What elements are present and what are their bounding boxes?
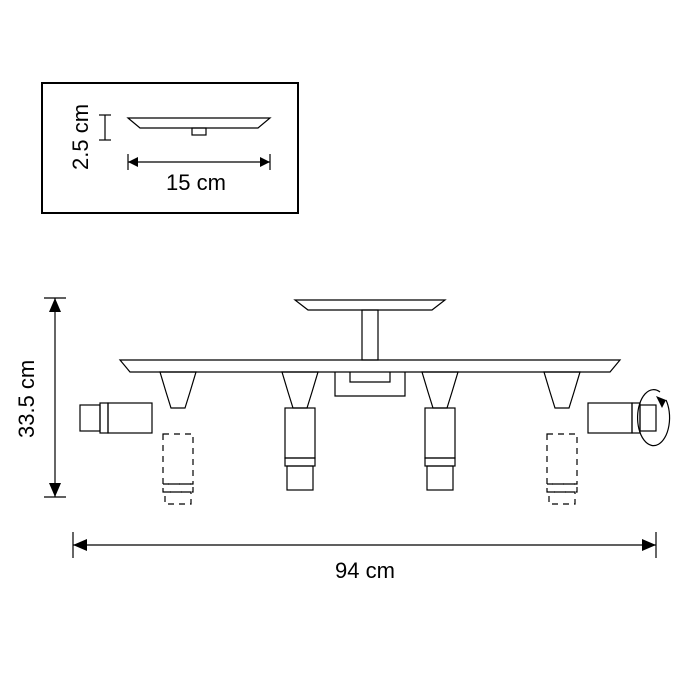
inset-height-label: 2.5 cm (68, 104, 93, 170)
inset-height-dim (99, 115, 111, 140)
spot-1 (80, 403, 193, 504)
main-drawing: 33.5 cm 94 cm (14, 298, 670, 583)
height-dim (44, 298, 66, 497)
technical-drawing: 2.5 cm 15 cm (0, 0, 690, 690)
width-dim (73, 532, 656, 558)
track-bar (120, 360, 620, 372)
bracket-3 (422, 372, 458, 408)
inset-width-dim (128, 154, 270, 170)
spot-2 (285, 408, 315, 490)
height-label: 33.5 cm (14, 360, 39, 438)
bracket-1 (160, 372, 196, 408)
ceiling-plate (295, 300, 445, 360)
inset-plate (128, 118, 270, 135)
bracket-2 (282, 372, 318, 408)
width-label: 94 cm (335, 558, 395, 583)
spot-3 (425, 408, 455, 490)
inset-detail: 2.5 cm 15 cm (42, 83, 298, 213)
rotation-icon (638, 390, 670, 446)
center-bracket (335, 372, 405, 396)
bracket-4 (544, 372, 580, 408)
spot-4 (547, 403, 656, 504)
inset-width-label: 15 cm (166, 170, 226, 195)
